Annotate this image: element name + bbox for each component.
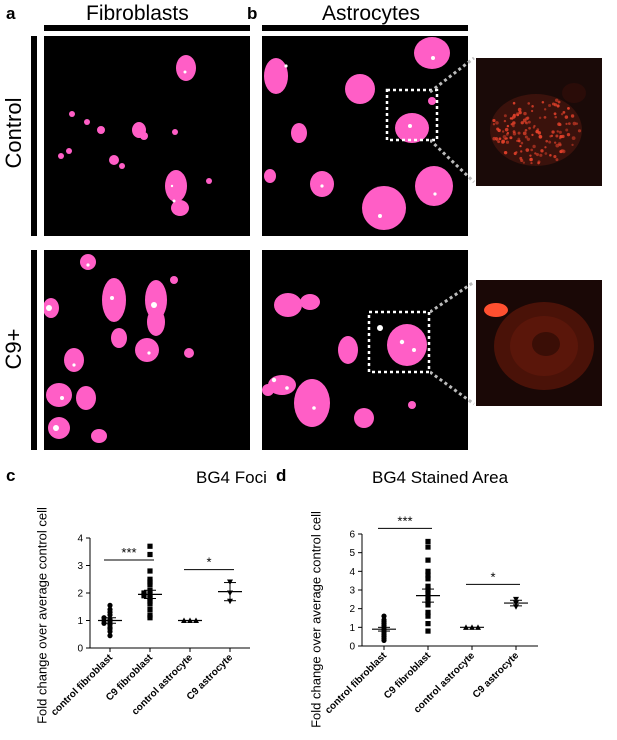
chart-d-y-tick-label: 1 [349, 623, 355, 634]
chart-c-point [147, 606, 153, 613]
cells-control-fibroblasts [58, 55, 212, 216]
cells-c9-astrocytes [262, 293, 431, 428]
chart-d-x-tick-label: control fibroblast [323, 650, 389, 716]
chart-d-y-tick-label: 0 [349, 642, 355, 653]
chart-d-y-tick-label: 3 [349, 586, 355, 597]
chart-d-point [425, 576, 431, 582]
chart-c-point [107, 633, 113, 639]
zoom-box-control [385, 88, 439, 142]
panel-letter-b: b [247, 4, 258, 23]
column-title-fibroblasts: Fibroblasts [86, 2, 189, 25]
chart-c-point [147, 576, 153, 582]
chart-d-point [425, 609, 431, 615]
chart-d-point [381, 613, 387, 619]
chart-d-point [513, 596, 519, 603]
zoom-inset-control [476, 58, 602, 186]
zoom-inset-control-image [490, 83, 586, 166]
chart-d-point [425, 628, 431, 634]
chart-d-point [425, 613, 431, 619]
chart-d-point [425, 572, 431, 578]
chart-c-y-tick-label: 4 [77, 534, 83, 545]
chart-c-point [107, 606, 113, 613]
chart-c-point [147, 582, 153, 588]
zoom-connectors [430, 56, 476, 406]
chart-c-point [107, 602, 113, 608]
chart-c-title: BG4 Foci [196, 468, 267, 487]
chart-d-y-tick-label: 2 [349, 604, 355, 615]
zoom-inset-c9-image [484, 302, 594, 390]
chart-d-point [425, 544, 431, 550]
cells-control-astrocytes [264, 37, 453, 230]
chart-c-sig-label: * [206, 555, 211, 570]
chart-c-y-tick-label: 1 [77, 616, 83, 627]
panel-letter-a: a [6, 4, 16, 23]
chart-c-point [147, 568, 153, 574]
chart-d-point [425, 568, 431, 574]
chart-d-y-tick-label: 5 [349, 548, 355, 559]
chart-c-y-tick-label: 2 [77, 589, 83, 600]
chart-c-point [147, 551, 153, 558]
chart-d-title: BG4 Stained Area [372, 468, 509, 487]
row-label-c9: C9+ [1, 328, 26, 370]
chart-d-point [425, 538, 431, 545]
chart-d-point [425, 583, 431, 589]
chart-d-x-tick-label: C9 astrocyte [471, 650, 522, 701]
column-bar-fibroblasts [44, 25, 250, 31]
chart-c-point [141, 590, 147, 596]
panel-letter-c: c [6, 466, 16, 485]
micrograph-control-fibroblasts [44, 36, 250, 236]
chart-c-point [227, 598, 233, 605]
chart-c-y-tick-label: 3 [77, 561, 83, 572]
chart-c-point [147, 543, 153, 549]
chart-c-point [147, 615, 153, 621]
chart-d-point [425, 557, 431, 563]
column-bar-astrocytes [262, 25, 468, 31]
chart-c-point [147, 579, 153, 585]
chart-c-point [147, 598, 153, 604]
chart-d-y-tick-label: 4 [349, 567, 355, 578]
chart-c-y-tick-label: 0 [77, 644, 83, 655]
micrograph-c9-fibroblasts [44, 250, 250, 450]
zoom-inset-c9 [476, 280, 602, 406]
micrograph-c9-astrocytes [262, 250, 468, 450]
row-bar-control [31, 36, 37, 236]
row-bar-c9 [31, 250, 37, 450]
chart-c-x-tick-label: control fibroblast [49, 652, 115, 718]
row-label-control: Control [1, 97, 26, 169]
panel-letter-d: d [276, 466, 287, 485]
chart-d-point [381, 617, 387, 623]
micrograph-control-astrocytes [262, 36, 468, 236]
chart-c-sig-label: *** [121, 545, 136, 560]
chart-c-point [141, 593, 147, 599]
chart-d-y-tick-label: 6 [349, 530, 355, 541]
chart-d-point [425, 602, 431, 608]
cells-c9-fibroblasts [44, 254, 194, 443]
chart-c-point [147, 612, 153, 618]
chart-d-point [425, 621, 431, 627]
chart-d-sig-label: * [490, 569, 495, 584]
zoom-box-c9 [367, 310, 431, 374]
column-title-astrocytes: Astrocytes [322, 2, 421, 25]
chart-c-point [147, 601, 153, 607]
chart-d-sig-label: *** [397, 513, 412, 528]
